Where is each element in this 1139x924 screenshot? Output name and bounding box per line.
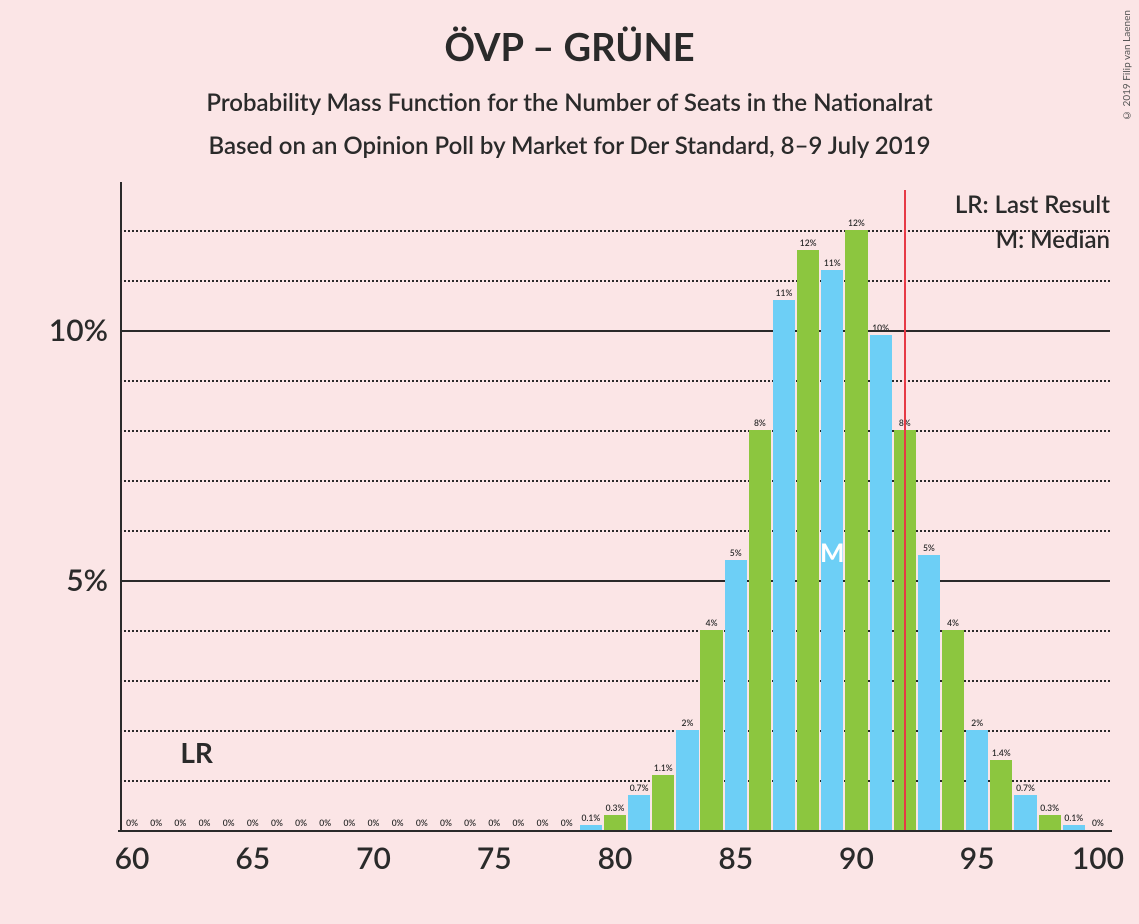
bar-value-label: 0.7%: [630, 783, 649, 793]
chart-title: ÖVP – GRÜNE: [0, 0, 1139, 70]
x-axis-label: 75: [477, 840, 512, 876]
bar-value-label: 0%: [199, 818, 211, 828]
bar-value-label: 1.4%: [992, 748, 1011, 758]
bar-value-label: 0%: [561, 818, 573, 828]
bar: 8%: [749, 430, 771, 830]
bar-value-label: 0.1%: [581, 813, 600, 823]
plot-area: 5%10%60657075808590951000%0%0%0%0%0%0%0%…: [120, 190, 1110, 830]
bar-value-label: 0%: [295, 818, 307, 828]
bar: 11%: [773, 300, 795, 830]
bar-value-label: 11%: [776, 288, 793, 298]
x-axis-label: 70: [356, 840, 391, 876]
bar-value-label: 0%: [126, 818, 138, 828]
bar-value-label: 0%: [416, 818, 428, 828]
bar: 2%: [966, 730, 988, 830]
bar-value-label: 0%: [271, 818, 283, 828]
bar-value-label: 0%: [537, 818, 549, 828]
bar-value-label: 0%: [464, 818, 476, 828]
median-marker-label: M: [820, 536, 845, 568]
x-axis-label: 85: [718, 840, 753, 876]
bar-value-label: 0%: [392, 818, 404, 828]
grid-line: [120, 530, 1110, 532]
bar: 1.4%: [990, 760, 1012, 830]
y-axis-label: 10%: [49, 312, 108, 348]
copyright-text: © 2019 Filip van Laenen: [1121, 10, 1133, 121]
bar-value-label: 2%: [682, 718, 694, 728]
chart-subtitle-1: Probability Mass Function for the Number…: [0, 88, 1139, 117]
bar: 0.1%: [580, 825, 602, 830]
x-axis-label: 95: [960, 840, 995, 876]
bar: 1.1%: [652, 775, 674, 830]
x-axis: [118, 830, 1112, 832]
bar-value-label: 0%: [440, 818, 452, 828]
x-axis-label: 65: [235, 840, 270, 876]
lr-marker-label: LR: [180, 735, 213, 769]
bar-value-label: 0%: [247, 818, 259, 828]
bar-value-label: 0%: [319, 818, 331, 828]
bar-value-label: 0%: [343, 818, 355, 828]
bar: 12%: [845, 230, 867, 830]
last-result-line: [904, 190, 906, 830]
bar-value-label: 0%: [223, 818, 235, 828]
grid-line-major: [120, 330, 1110, 332]
x-axis-label: 100: [1072, 840, 1124, 876]
bar-value-label: 10%: [872, 323, 889, 333]
bar: 2%: [676, 730, 698, 830]
grid-line: [120, 380, 1110, 382]
bar-value-label: 8%: [754, 418, 766, 428]
bar: 0.7%: [628, 795, 650, 830]
x-axis-label: 60: [115, 840, 150, 876]
bar-value-label: 4%: [706, 618, 718, 628]
bar-value-label: 0%: [150, 818, 162, 828]
legend-median: M: Median: [955, 225, 1110, 254]
bar-value-label: 0.3%: [606, 803, 625, 813]
pmf-bar-chart: 5%10%60657075808590951000%0%0%0%0%0%0%0%…: [120, 190, 1110, 830]
bar: 0.3%: [1039, 815, 1061, 830]
legend-lr: LR: Last Result: [955, 190, 1110, 219]
chart-subtitle-2: Based on an Opinion Poll by Market for D…: [0, 131, 1139, 160]
bar-value-label: 5%: [923, 543, 935, 553]
bar-value-label: 0.7%: [1016, 783, 1035, 793]
bar: 4%: [700, 630, 722, 830]
bar: 4%: [942, 630, 964, 830]
bar-value-label: 2%: [971, 718, 983, 728]
y-axis-label: 5%: [66, 562, 108, 598]
bar-value-label: 0.3%: [1040, 803, 1059, 813]
bar-value-label: 0%: [174, 818, 186, 828]
bar-value-label: 0.1%: [1064, 813, 1083, 823]
bar-value-label: 1.1%: [654, 763, 673, 773]
grid-line-major: [120, 580, 1110, 582]
bar: 0.7%: [1014, 795, 1036, 830]
legend: LR: Last Result M: Median: [955, 190, 1110, 260]
bar: 12%: [797, 250, 819, 830]
bar: 5%: [725, 560, 747, 830]
grid-line: [120, 430, 1110, 432]
bar: 10%: [870, 335, 892, 830]
bar-value-label: 0%: [512, 818, 524, 828]
bar-value-label: 5%: [730, 548, 742, 558]
bar-value-label: 12%: [848, 218, 865, 228]
grid-line: [120, 280, 1110, 282]
x-axis-label: 90: [839, 840, 874, 876]
bar-value-label: 0%: [488, 818, 500, 828]
bar: 5%: [918, 555, 940, 830]
bar-value-label: 0%: [368, 818, 380, 828]
bar-value-label: 0%: [1092, 818, 1104, 828]
x-axis-label: 80: [598, 840, 633, 876]
bar: 0.3%: [604, 815, 626, 830]
grid-line: [120, 480, 1110, 482]
bar: 0.1%: [1063, 825, 1085, 830]
y-axis: [120, 182, 122, 832]
bar-value-label: 12%: [800, 238, 817, 248]
bar-value-label: 4%: [947, 618, 959, 628]
bar-value-label: 11%: [824, 258, 841, 268]
